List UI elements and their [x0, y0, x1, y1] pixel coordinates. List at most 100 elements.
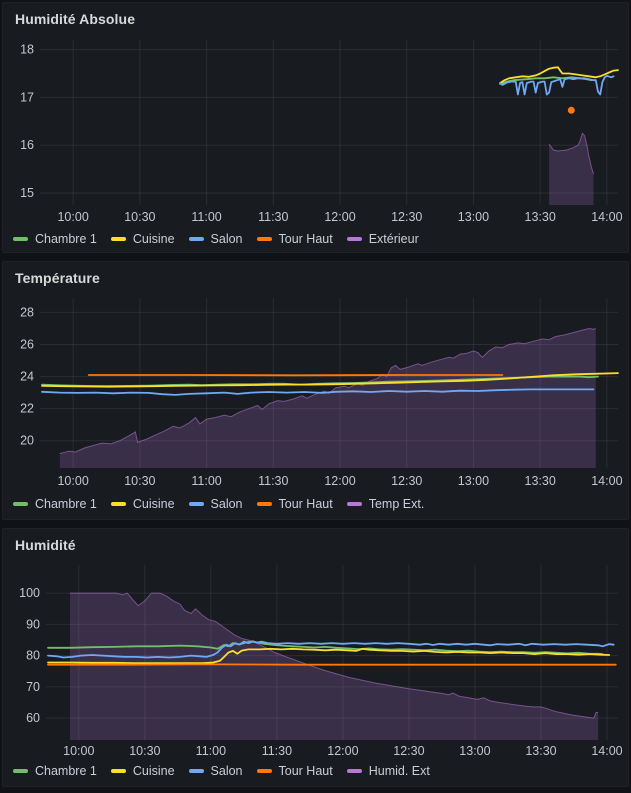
series-line-cuisine — [499, 66, 619, 84]
y-tick-label: 60 — [26, 711, 40, 725]
legend-swatch-tour-haut — [256, 237, 272, 241]
x-tick-label: 13:00 — [459, 744, 490, 758]
legend-label: Extérieur — [368, 232, 419, 246]
humidite-time-series-chart[interactable]: 60 70 80 90 100 10:00 10:30 11:00 11:30 12:00 12:3… — [3, 529, 628, 786]
y-tick-label: 17 — [20, 90, 34, 104]
legend-label: Cuisine — [132, 764, 175, 778]
temperature-time-series-chart[interactable]: 20 22 24 26 28 10:00 10:30 11:00 11:30 12:00 12:30… — [3, 262, 628, 519]
legend-label: Salon — [210, 232, 243, 246]
legend-swatch-salon — [188, 769, 204, 773]
panel-title-humidite[interactable]: Humidité — [15, 537, 76, 553]
legend-item-cuisine[interactable]: Cuisine — [110, 496, 175, 512]
series-line-salon — [41, 388, 595, 396]
x-tick-label: 10:00 — [63, 744, 94, 758]
legend-label: Chambre 1 — [35, 764, 97, 778]
x-tick-label: 11:00 — [196, 744, 226, 758]
x-tick-label: 13:00 — [458, 210, 489, 224]
x-tick-label: 10:30 — [124, 474, 155, 488]
legend-label: Tour Haut — [278, 764, 333, 778]
panel-temperature: Température 20 22 24 26 28 10:00 10:30 11:00 11:… — [2, 261, 629, 520]
y-tick-label: 18 — [20, 43, 34, 57]
legend-humidite: Chambre 1 Cuisine Salon Tour Haut Humid. Ext — [13, 763, 430, 779]
legend-item-tour-haut[interactable]: Tour Haut — [256, 496, 333, 512]
x-tick-label: 11:30 — [258, 474, 288, 488]
legend-label: Chambre 1 — [35, 232, 97, 246]
series-line-cuisine — [47, 647, 611, 665]
x-tick-label: 13:30 — [525, 474, 556, 488]
legend-item-chambre-1[interactable]: Chambre 1 — [13, 496, 97, 512]
y-tick-label: 90 — [26, 617, 40, 631]
legend-item-humid-ext[interactable]: Humid. Ext — [346, 763, 430, 779]
legend-item-chambre-1[interactable]: Chambre 1 — [13, 231, 97, 247]
x-tick-label: 12:00 — [324, 210, 355, 224]
x-tick-label: 10:30 — [124, 210, 155, 224]
legend-item-cuisine[interactable]: Cuisine — [110, 231, 175, 247]
x-tick-label: 12:00 — [324, 474, 355, 488]
series-line-salon — [47, 640, 615, 659]
x-tick-label: 13:30 — [525, 744, 556, 758]
x-tick-label: 12:30 — [393, 744, 424, 758]
x-tick-label: 10:30 — [129, 744, 160, 758]
y-tick-label: 70 — [26, 680, 40, 694]
x-tick-label: 10:00 — [57, 210, 88, 224]
legend-swatch-cuisine — [110, 237, 126, 241]
legend-swatch-tour-haut — [256, 769, 272, 773]
panel-title-humidite-absolue[interactable]: Humidité Absolue — [15, 11, 136, 27]
legend-label: Salon — [210, 764, 243, 778]
legend-item-salon[interactable]: Salon — [188, 231, 243, 247]
legend-swatch-salon — [188, 502, 204, 506]
x-tick-label: 13:00 — [458, 474, 489, 488]
legend-item-ext-rieur[interactable]: Extérieur — [346, 231, 419, 247]
legend-swatch-cuisine — [110, 769, 126, 773]
legend-swatch-humid-ext — [346, 769, 362, 773]
x-tick-label: 12:30 — [391, 210, 422, 224]
x-tick-label: 11:30 — [262, 744, 292, 758]
series-line-cuisine — [41, 372, 619, 388]
legend-swatch-chambre-1 — [13, 237, 28, 241]
y-tick-label: 22 — [20, 402, 34, 416]
x-tick-label: 11:00 — [191, 210, 221, 224]
panel-humidite-absolue: Humidité Absolue 15 16 17 18 10:00 10:30 11:00… — [2, 2, 629, 253]
legend-label: Cuisine — [132, 497, 175, 511]
x-tick-label: 13:30 — [525, 210, 556, 224]
legend-label: Cuisine — [132, 232, 175, 246]
x-tick-label: 14:00 — [591, 744, 622, 758]
series-point-tour-haut — [567, 106, 575, 114]
legend-item-temp-ext[interactable]: Temp Ext. — [346, 496, 424, 512]
legend-item-salon[interactable]: Salon — [188, 496, 243, 512]
x-tick-label: 14:00 — [591, 474, 622, 488]
humidite-absolue-time-series-chart[interactable]: 15 16 17 18 10:00 10:30 11:00 11:30 12:00 12:30 13… — [3, 3, 628, 252]
legend-item-tour-haut[interactable]: Tour Haut — [256, 763, 333, 779]
series-line-salon — [499, 75, 615, 96]
y-tick-label: 26 — [20, 338, 34, 352]
legend-label: Humid. Ext — [368, 764, 430, 778]
y-tick-label: 100 — [19, 586, 40, 600]
y-tick-label: 16 — [20, 138, 34, 152]
panel-title-temperature[interactable]: Température — [15, 270, 100, 286]
legend-swatch-cuisine — [110, 502, 126, 506]
x-tick-label: 12:30 — [391, 474, 422, 488]
legend-item-chambre-1[interactable]: Chambre 1 — [13, 763, 97, 779]
legend-label: Tour Haut — [278, 232, 333, 246]
legend-humidite-absolue: Chambre 1 Cuisine Salon Tour Haut Extérieur — [13, 231, 419, 247]
x-tick-label: 10:00 — [57, 474, 88, 488]
y-tick-label: 80 — [26, 649, 40, 663]
legend-label: Chambre 1 — [35, 497, 97, 511]
panel-humidite: Humidité 60 70 80 90 100 10:00 10:30 11:00 11:30… — [2, 528, 629, 787]
legend-item-cuisine[interactable]: Cuisine — [110, 763, 175, 779]
y-tick-label: 15 — [20, 186, 34, 200]
y-tick-label: 24 — [20, 370, 34, 384]
series-area-humid-ext — [70, 593, 599, 740]
legend-swatch-chambre-1 — [13, 502, 28, 506]
x-tick-label: 11:30 — [258, 210, 288, 224]
legend-swatch-salon — [188, 237, 204, 241]
x-tick-label: 12:00 — [327, 744, 358, 758]
legend-label: Tour Haut — [278, 497, 333, 511]
x-tick-label: 11:00 — [191, 474, 221, 488]
legend-item-salon[interactable]: Salon — [188, 763, 243, 779]
legend-item-tour-haut[interactable]: Tour Haut — [256, 231, 333, 247]
legend-swatch-tour-haut — [256, 502, 272, 506]
legend-swatch-ext-rieur — [346, 237, 362, 241]
legend-label: Salon — [210, 497, 243, 511]
